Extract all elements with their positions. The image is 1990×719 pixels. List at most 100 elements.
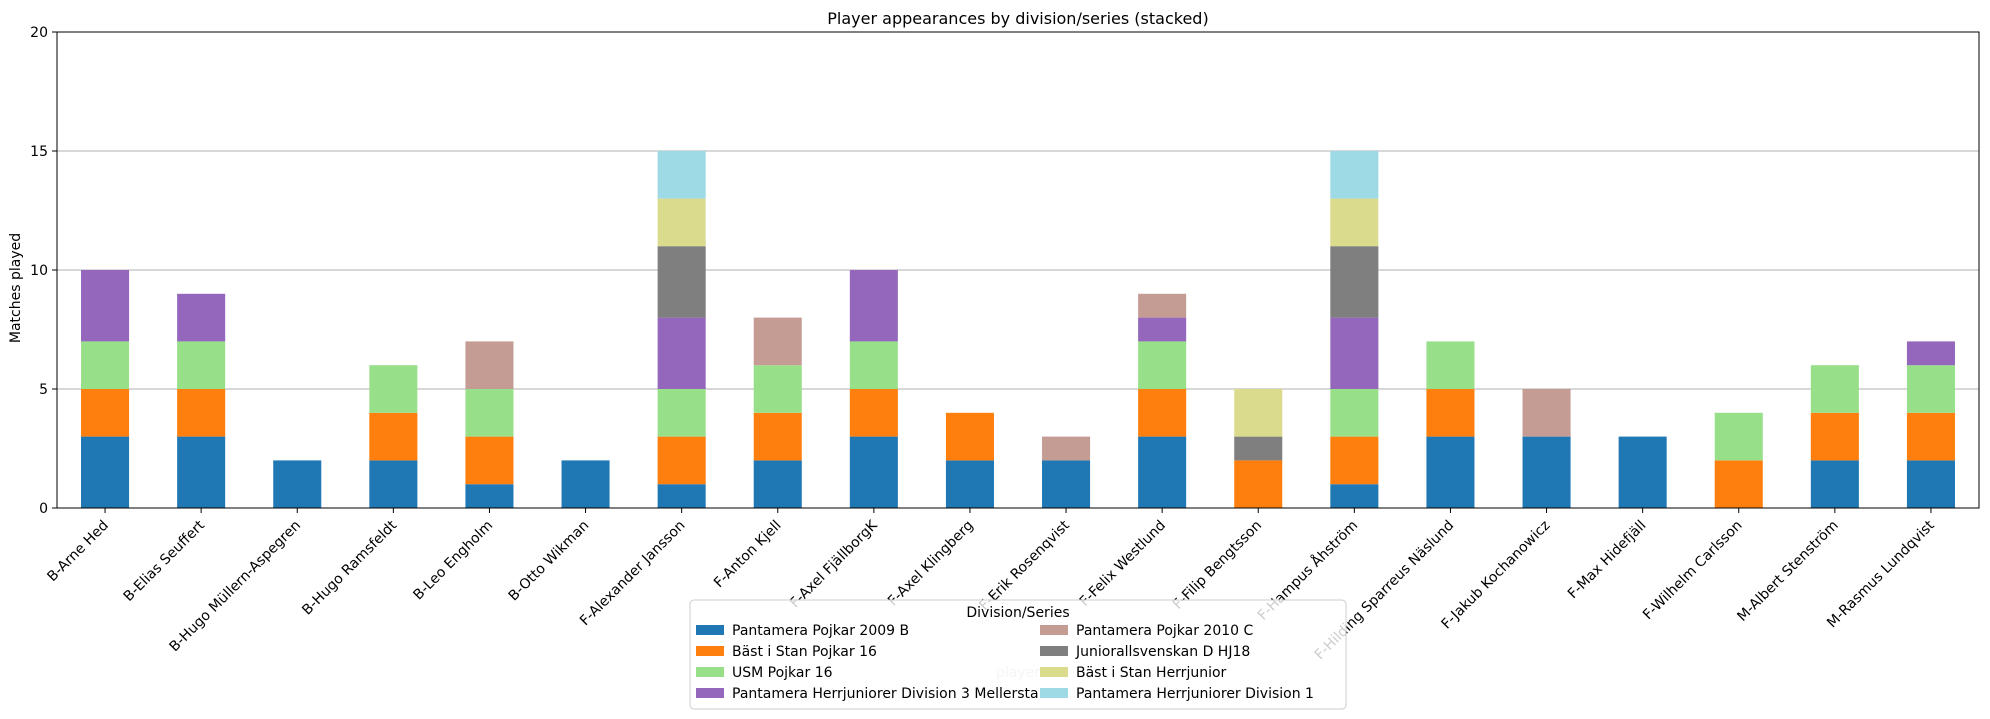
- bar-segment: [1138, 317, 1187, 342]
- bar-segment: [753, 317, 802, 366]
- bar-segment: [1906, 412, 1955, 461]
- bar-segment: [1138, 341, 1187, 389]
- bar-segment: [657, 389, 706, 437]
- bar-segment: [1810, 412, 1859, 461]
- bar-segment: [273, 460, 322, 508]
- y-tick-label: 20: [30, 25, 48, 41]
- legend-swatch: [696, 667, 724, 677]
- bars-group: [81, 151, 1955, 508]
- bar-segment: [945, 412, 994, 461]
- bar-segment: [369, 460, 418, 508]
- x-tick-label: F-Erik Rosenqvist: [976, 517, 1073, 614]
- bar-segment: [657, 198, 706, 247]
- x-tick-label: F-Jakub Kochanowicz: [1438, 518, 1553, 633]
- bar-segment: [177, 341, 226, 389]
- bar-segment: [465, 436, 514, 485]
- bar-segment: [1522, 436, 1571, 508]
- bar-segment: [1138, 293, 1187, 318]
- bar-segment: [1330, 246, 1379, 318]
- x-tick-label: B-Elias Seuffert: [121, 517, 209, 605]
- x-tick-label: B-Hugo Ramsfeldt: [299, 517, 400, 618]
- bar-segment: [81, 436, 130, 508]
- x-tick-label: F-Filip Bengtsson: [1170, 518, 1265, 613]
- x-tick-label: F-Max Hidefjäll: [1565, 518, 1650, 603]
- bar-segment: [1906, 365, 1955, 413]
- bar-segment: [1330, 317, 1379, 389]
- bar-segment: [1042, 460, 1091, 508]
- bar-segment: [753, 460, 802, 508]
- bar-segment: [945, 460, 994, 508]
- legend-swatch: [696, 625, 724, 635]
- bar-segment: [1714, 412, 1763, 461]
- legend-label: Pantamera Pojkar 2009 B: [732, 623, 909, 639]
- bar-segment: [849, 436, 898, 508]
- y-tick-label: 5: [39, 382, 48, 398]
- bar-segment: [465, 484, 514, 508]
- legend-label: Bäst i Stan Herrjunior: [1076, 665, 1227, 681]
- bar-segment: [465, 341, 514, 389]
- bar-segment: [1906, 341, 1955, 366]
- bar-segment: [1234, 460, 1283, 508]
- legend-label: Pantamera Herrjuniorer Division 3 Meller…: [732, 686, 1039, 702]
- bar-segment: [753, 412, 802, 461]
- y-tick-label: 15: [30, 144, 48, 160]
- bar-segment: [1906, 460, 1955, 508]
- legend-label: USM Pojkar 16: [732, 665, 833, 681]
- bar-segment: [1810, 460, 1859, 508]
- bar-segment: [369, 365, 418, 413]
- x-tick-label: F-Wilhelm Carlsson: [1640, 518, 1746, 624]
- legend-title: Division/Series: [966, 605, 1069, 621]
- legend-swatch: [696, 646, 724, 656]
- bar-segment: [177, 293, 226, 342]
- bar-segment: [81, 389, 130, 437]
- bar-segment: [81, 270, 130, 342]
- bar-segment: [1234, 436, 1283, 461]
- legend-label: Juniorallsvenskan D HJ18: [1075, 644, 1250, 660]
- bar-segment: [1330, 389, 1379, 437]
- bar-segment: [1330, 198, 1379, 247]
- bar-segment: [657, 436, 706, 485]
- x-tick-label: F-Axel FjällborgK: [787, 517, 881, 611]
- x-tick-label: M-Albert Stenström: [1734, 518, 1841, 625]
- bar-segment: [657, 246, 706, 318]
- bar-segment: [1426, 341, 1475, 389]
- bar-segment: [1618, 436, 1667, 508]
- bar-segment: [1330, 436, 1379, 485]
- x-tick-label: B-Arne Hed: [44, 518, 111, 585]
- bar-segment: [1810, 365, 1859, 413]
- bar-segment: [177, 436, 226, 508]
- bar-segment: [1138, 389, 1187, 437]
- plot-area-frame: [56, 31, 1980, 509]
- legend-box: [689, 599, 1347, 710]
- x-tick-label: F-Axel Klingberg: [885, 518, 977, 610]
- bar-segment: [849, 389, 898, 437]
- y-tick-label: 10: [30, 263, 48, 279]
- bar-segment: [657, 317, 706, 389]
- chart-title: Player appearances by division/series (s…: [827, 9, 1208, 28]
- y-tick-label: 0: [39, 501, 48, 517]
- bar-segment: [1138, 436, 1187, 508]
- bar-segment: [1522, 389, 1571, 437]
- legend-label: Pantamera Herrjuniorer Division 1: [1076, 686, 1314, 702]
- bar-segment: [465, 389, 514, 437]
- bar-segment: [657, 484, 706, 508]
- legend-swatch: [1040, 667, 1068, 677]
- legend-swatch: [1040, 646, 1068, 656]
- bar-segment: [1426, 389, 1475, 437]
- y-axis-label: Matches played: [8, 233, 24, 343]
- bar-segment: [81, 341, 130, 389]
- x-tick-label: B-Otto Wikman: [506, 518, 593, 605]
- bar-segment: [657, 151, 706, 199]
- legend-items: Pantamera Pojkar 2009 B Bäst i Stan Pojka…: [696, 623, 1314, 702]
- bar-segment: [1426, 436, 1475, 508]
- x-tick-label: F-Felix Westlund: [1077, 518, 1169, 610]
- legend-swatch: [696, 688, 724, 698]
- x-tick-label: M-Rasmus Lundqvist: [1824, 517, 1938, 631]
- legend-label: Pantamera Pojkar 2010 C: [1076, 623, 1253, 639]
- bar-segment: [177, 389, 226, 437]
- bar-segment: [1330, 484, 1379, 508]
- x-tick-label: F-Anton Kjell: [711, 518, 785, 592]
- legend-label: Bäst i Stan Pojkar 16: [732, 644, 877, 660]
- bar-segment: [849, 341, 898, 389]
